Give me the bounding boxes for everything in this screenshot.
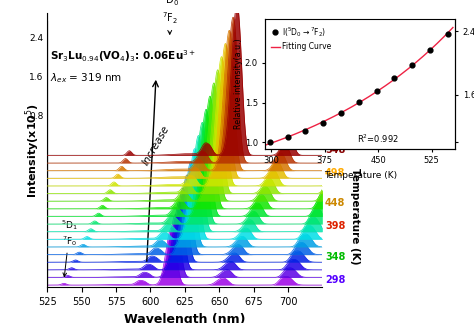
- Point: [355, 99, 363, 104]
- Point: [444, 32, 452, 37]
- Y-axis label: Relative intensity(a.u.): Relative intensity(a.u.): [234, 39, 243, 129]
- Text: R$^2$=0.992: R$^2$=0.992: [356, 133, 399, 145]
- Text: 298: 298: [325, 275, 346, 285]
- Point: [409, 62, 416, 67]
- Point: [301, 129, 309, 134]
- Point: [337, 110, 345, 116]
- Y-axis label: Intensity(x10$^5$): Intensity(x10$^5$): [23, 103, 42, 198]
- X-axis label: Temperature (K): Temperature (K): [324, 171, 397, 180]
- Text: 0.8: 0.8: [29, 112, 43, 121]
- Text: $^5$D$_1$
$^7$F$_0$: $^5$D$_1$ $^7$F$_0$: [61, 218, 78, 276]
- Text: 448: 448: [325, 198, 346, 208]
- Text: Increase: Increase: [140, 123, 171, 167]
- Point: [426, 48, 434, 53]
- Text: $^5$D$_0$
$^7$F$_3$: $^5$D$_0$ $^7$F$_3$: [218, 88, 235, 135]
- Point: [319, 120, 327, 126]
- Point: [391, 76, 398, 81]
- Text: $^5$D$_0$
$^7$F$_4$: $^5$D$_0$ $^7$F$_4$: [286, 85, 303, 130]
- Text: 498: 498: [325, 168, 346, 178]
- Text: 548: 548: [325, 145, 346, 155]
- Text: 398: 398: [325, 221, 346, 231]
- X-axis label: Wavelength (nm): Wavelength (nm): [124, 313, 246, 323]
- Text: $^5$D$_0$
$^7$F$_2$: $^5$D$_0$ $^7$F$_2$: [161, 0, 179, 34]
- Point: [266, 140, 273, 145]
- Text: 2.4: 2.4: [29, 34, 43, 43]
- Text: $\lambda_{ex}$ = 319 nm: $\lambda_{ex}$ = 319 nm: [50, 71, 122, 85]
- Point: [284, 135, 292, 140]
- Text: 348: 348: [325, 252, 346, 262]
- Point: [373, 88, 381, 93]
- Legend: I($^5$D$_0$$\rightarrow$$^7$F$_2$), Fitting Curve: I($^5$D$_0$$\rightarrow$$^7$F$_2$), Fitt…: [269, 23, 333, 53]
- Text: 1.6: 1.6: [29, 73, 43, 82]
- Text: Temperature (K): Temperature (K): [350, 168, 360, 265]
- Text: Sr$_3$Lu$_{0.94}$(VO$_4$)$_3$: 0.06Eu$^{3+}$: Sr$_3$Lu$_{0.94}$(VO$_4$)$_3$: 0.06Eu$^{…: [50, 48, 196, 64]
